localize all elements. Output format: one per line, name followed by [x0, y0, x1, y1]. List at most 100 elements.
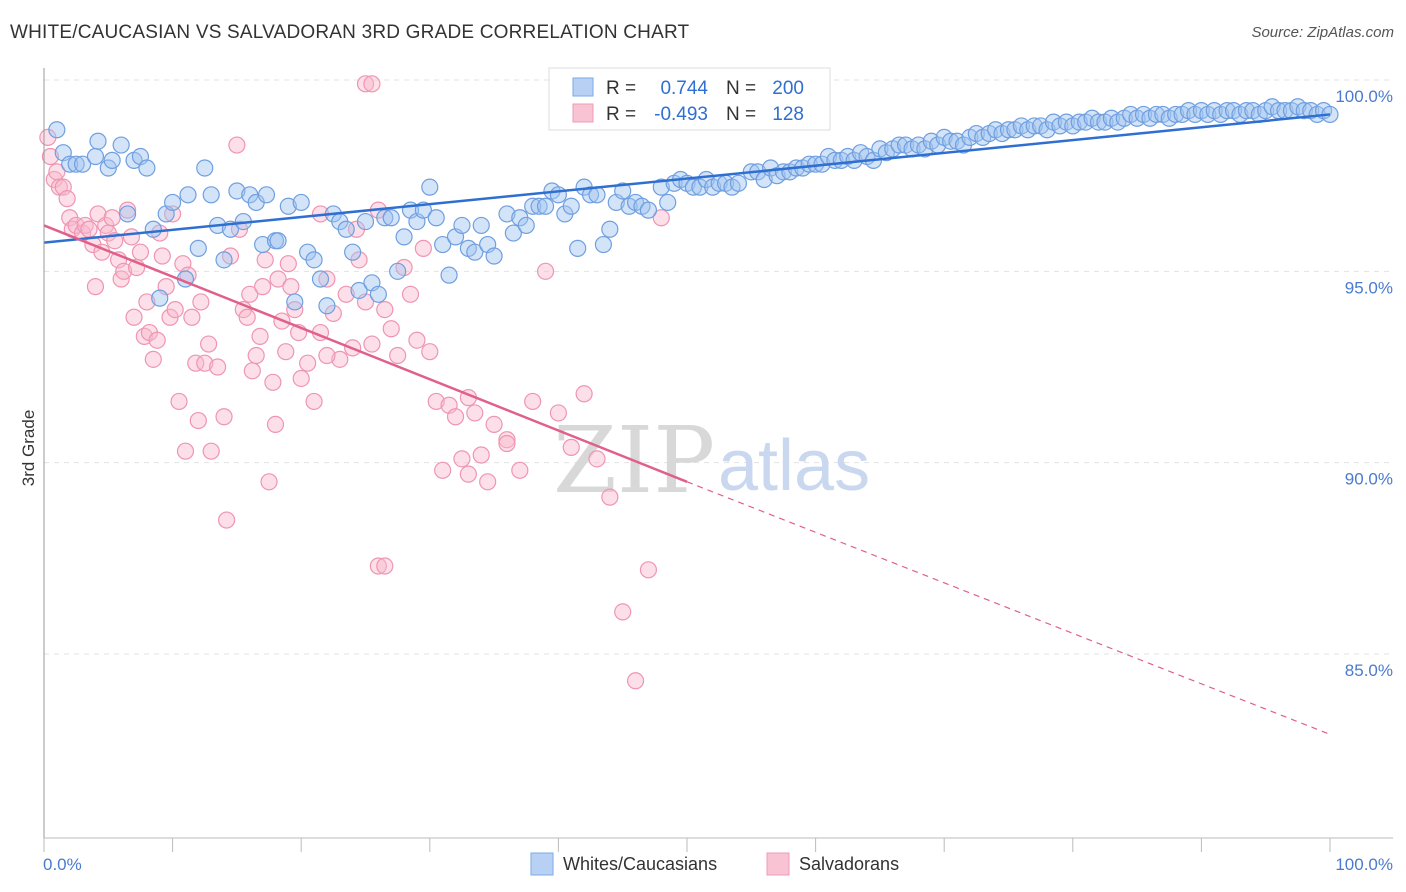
salvadorans-point-115 — [614, 603, 632, 621]
salvadorans-point-19 — [103, 209, 121, 227]
y-tick-label-2: 95.0% — [1345, 278, 1393, 297]
salvadorans-point-120 — [363, 75, 381, 93]
salvadorans-point-58 — [238, 308, 256, 326]
salvadorans-point-86 — [363, 335, 381, 353]
salvadorans-point-62 — [251, 327, 269, 345]
whites-point-147 — [1025, 117, 1043, 135]
salvadorans-point-127 — [498, 434, 516, 453]
salvadorans-point-106 — [498, 431, 516, 449]
salvadorans-point-35 — [153, 247, 171, 265]
whites-point-24 — [215, 251, 233, 269]
whites-point-57 — [427, 209, 445, 227]
whites-point-177 — [1218, 102, 1236, 120]
whites-point-71 — [524, 197, 542, 215]
whites-point-90 — [652, 178, 670, 196]
whites-point-154 — [1070, 113, 1088, 131]
legend-r-label-2: R = — [606, 104, 636, 125]
whites-point-15 — [151, 289, 169, 307]
salvadorans-point-26 — [125, 308, 143, 326]
salvadorans-point-126 — [459, 465, 477, 483]
salvadorans-point-112 — [575, 385, 593, 403]
salvadorans-point-46 — [189, 411, 207, 430]
whites-point-72 — [530, 197, 548, 215]
salvadorans-point-28 — [131, 243, 150, 261]
salvadorans-point-114 — [601, 488, 619, 506]
series-legend: Whites/Caucasians Salvadorans — [530, 852, 899, 876]
whites-point-20 — [189, 239, 207, 257]
whites-point-46 — [356, 212, 375, 231]
whites-point-67 — [498, 205, 516, 223]
whites-point-9 — [112, 136, 130, 154]
y-tick-labels: 85.0% 90.0% 95.0% 100.0% — [1335, 87, 1393, 680]
salvadorans-point-52 — [215, 408, 233, 426]
whites-point-180 — [1237, 102, 1256, 120]
whites-point-143 — [999, 121, 1018, 139]
salvadorans-trend-extension — [686, 481, 1331, 735]
whites-point-22 — [202, 186, 220, 204]
salvadorans-point-118 — [652, 209, 670, 227]
bottom-legend-swatch-pink — [766, 852, 790, 876]
salvadorans-point-89 — [382, 320, 400, 338]
legend-n-label-1: N = — [726, 78, 756, 99]
whites-point-126 — [890, 136, 908, 154]
whites-point-85 — [614, 182, 632, 200]
salvadorans-point-1 — [41, 147, 60, 166]
salvadorans-point-68 — [269, 270, 287, 288]
whites-point-169 — [1167, 105, 1185, 124]
legend-swatch-pink — [572, 103, 594, 123]
salvadorans-point-67 — [266, 415, 285, 433]
salvadorans-point-94 — [414, 239, 432, 257]
salvadorans-point-93 — [408, 331, 426, 349]
salvadorans-point-107 — [511, 461, 529, 479]
salvadorans-point-71 — [279, 255, 297, 273]
salvadorans-point-109 — [536, 262, 555, 280]
salvadorans-point-60 — [243, 362, 261, 380]
salvadorans-point-92 — [401, 285, 420, 303]
whites-point-40 — [318, 297, 336, 315]
salvadorans-point-51 — [209, 358, 227, 376]
whites-point-39 — [311, 270, 330, 288]
salvadorans-point-70 — [277, 343, 295, 361]
salvadorans-point-49 — [200, 335, 218, 353]
salvadorans-point-12 — [80, 220, 98, 238]
salvadorans-point-45 — [187, 354, 205, 372]
salvadorans-point-50 — [202, 442, 220, 460]
salvadorans-point-53 — [218, 511, 236, 529]
salvadorans-point-124 — [369, 557, 387, 575]
salvadorans-point-72 — [282, 278, 300, 296]
salvadorans-point-79 — [318, 270, 336, 288]
whites-point-48 — [369, 285, 387, 303]
y-tick-label-0: 85.0% — [1345, 661, 1393, 680]
salvadorans-point-110 — [549, 404, 568, 422]
salvadorans-point-32 — [144, 350, 162, 368]
whites-point-35 — [286, 293, 304, 311]
watermark-atlas: atlas — [718, 426, 870, 506]
salvadorans-point-100 — [453, 450, 471, 468]
whites-point-166 — [1147, 105, 1165, 124]
whites-point-58 — [434, 235, 452, 254]
salvadorans-point-88 — [376, 301, 394, 319]
whites-point-5 — [86, 147, 105, 166]
legend-r-label-1: R = — [606, 78, 636, 99]
whites-point-33 — [269, 232, 287, 250]
whites-point-19 — [179, 186, 197, 204]
whites-point-189 — [1295, 102, 1313, 120]
whites-point-45 — [350, 281, 368, 300]
salvadorans-point-81 — [331, 350, 349, 368]
whites-point-4 — [73, 155, 92, 173]
salvadorans-point-23 — [115, 262, 133, 280]
stats-legend: R = 0.744 N = 200 R = -0.493 N = 128 — [548, 67, 831, 131]
salvadorans-point-113 — [588, 450, 606, 468]
whites-point-38 — [305, 251, 323, 269]
salvadorans-point-48 — [196, 354, 214, 372]
x-tick-label-max: 100.0% — [1335, 855, 1393, 874]
legend-n-label-2: N = — [726, 104, 756, 125]
whites-point-51 — [389, 262, 407, 280]
salvadorans-point-97 — [434, 461, 452, 479]
salvadorans-point-99 — [446, 408, 465, 426]
legend-r-value-2: -0.493 — [654, 104, 708, 125]
salvadorans-point-59 — [241, 285, 259, 303]
salvadorans-point-105 — [485, 415, 503, 433]
whites-point-61 — [453, 216, 471, 235]
